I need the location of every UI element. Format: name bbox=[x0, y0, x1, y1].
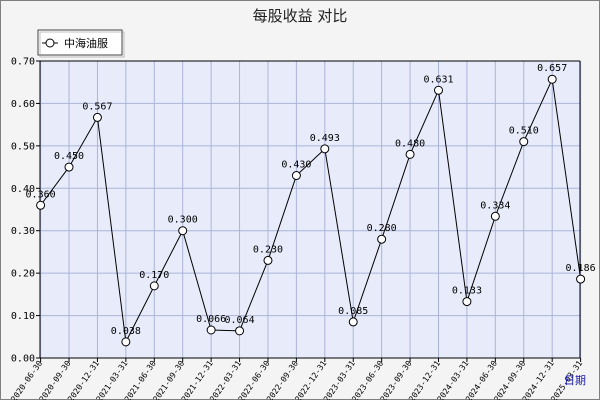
data-point-marker bbox=[320, 144, 330, 154]
data-label: 0.450 bbox=[54, 151, 84, 162]
data-label: 0.038 bbox=[111, 326, 141, 337]
data-label: 0.334 bbox=[480, 200, 510, 211]
y-tick-label: 0.10 bbox=[11, 311, 35, 322]
y-tick-label: 0.30 bbox=[11, 226, 35, 237]
data-point-marker bbox=[405, 149, 415, 159]
data-point-marker bbox=[490, 211, 500, 221]
data-label: 0.657 bbox=[537, 63, 567, 74]
data-label: 0.186 bbox=[566, 263, 596, 274]
data-label: 0.493 bbox=[310, 133, 340, 144]
data-label: 0.300 bbox=[168, 215, 198, 226]
data-point-marker bbox=[519, 137, 529, 147]
chart-title: 每股收益 对比 bbox=[253, 7, 348, 25]
data-label: 0.170 bbox=[139, 270, 169, 281]
x-tick-label: 2020-06-30 bbox=[9, 359, 44, 400]
data-label: 0.567 bbox=[82, 101, 112, 112]
data-label: 0.064 bbox=[224, 315, 254, 326]
data-label: 0.230 bbox=[253, 244, 283, 255]
data-label: 0.631 bbox=[423, 74, 453, 85]
data-point-marker bbox=[263, 255, 273, 265]
data-label: 0.480 bbox=[395, 138, 425, 149]
data-point-marker bbox=[178, 226, 188, 236]
data-point-marker bbox=[576, 274, 586, 284]
y-tick-label: 0.50 bbox=[11, 141, 35, 152]
legend: 中海油服 bbox=[37, 29, 125, 58]
data-point-marker bbox=[291, 171, 301, 181]
data-point-marker bbox=[121, 337, 131, 347]
y-tick-label: 0.40 bbox=[11, 184, 35, 195]
data-point-marker bbox=[36, 200, 46, 210]
data-label: 0.133 bbox=[452, 286, 482, 297]
y-tick-label: 0.70 bbox=[11, 57, 35, 68]
data-label: 0.510 bbox=[509, 126, 539, 137]
data-point-marker bbox=[235, 326, 245, 336]
data-label: 0.280 bbox=[367, 223, 397, 234]
y-tick-label: 0.20 bbox=[11, 269, 35, 280]
data-label: 0.066 bbox=[196, 314, 226, 325]
data-point-marker bbox=[462, 297, 472, 307]
data-label: 0.430 bbox=[281, 160, 311, 171]
series-line bbox=[40, 77, 582, 344]
data-point-marker bbox=[206, 325, 216, 335]
data-point-marker bbox=[92, 112, 102, 122]
plot-area bbox=[40, 61, 580, 358]
data-point-marker bbox=[64, 162, 74, 172]
data-point-marker bbox=[547, 74, 557, 84]
series-line-layer bbox=[36, 74, 586, 347]
x-axis-title: 日期 bbox=[564, 374, 586, 387]
data-point-marker bbox=[348, 317, 358, 327]
legend-marker-swatch bbox=[45, 38, 55, 48]
y-tick-label: 0.00 bbox=[11, 354, 35, 365]
data-label: 0.360 bbox=[26, 189, 56, 200]
data-point-marker bbox=[377, 234, 387, 244]
data-point-marker bbox=[433, 85, 443, 95]
legend-shadow bbox=[39, 31, 125, 58]
data-labels: 0.360 0.450 0.567 0.038 0.170 0.300 0.0660.064… bbox=[26, 63, 596, 337]
data-point-marker bbox=[149, 281, 159, 291]
data-label: 0.085 bbox=[338, 306, 368, 317]
legend-entry-label: 中海油服 bbox=[64, 36, 108, 50]
y-tick-label: 0.60 bbox=[11, 99, 35, 110]
